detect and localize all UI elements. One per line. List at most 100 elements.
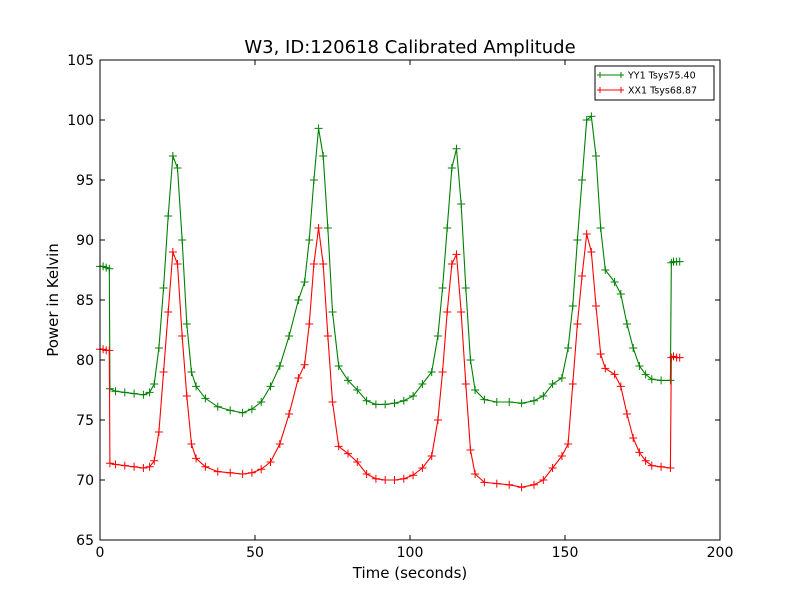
data-point [150, 380, 159, 388]
data-point [505, 398, 514, 406]
data-point [266, 458, 275, 466]
data-point [105, 346, 114, 355]
data-point [530, 480, 538, 489]
data-point [427, 452, 436, 460]
data-point [226, 406, 235, 415]
data-point [578, 176, 587, 184]
x-tick-label: 200 [707, 545, 734, 561]
data-point [647, 461, 656, 470]
data-point [647, 375, 656, 384]
data-point [145, 462, 154, 471]
data-point [517, 399, 526, 408]
data-point [666, 376, 675, 385]
data-point [178, 236, 187, 244]
data-point [294, 374, 303, 382]
data-point [159, 284, 168, 292]
data-point [635, 362, 644, 370]
data-point [568, 302, 577, 310]
data-point [587, 112, 596, 121]
data-point [666, 464, 675, 472]
data-point [105, 459, 114, 468]
data-point [213, 467, 222, 476]
chart-title: W3, ID:120618 Calibrated Amplitude [244, 37, 575, 58]
data-point [187, 440, 196, 448]
data-point [492, 398, 501, 406]
data-point [266, 382, 275, 391]
data-point [201, 462, 210, 471]
data-point [548, 464, 557, 472]
data-point [480, 478, 489, 487]
data-point [399, 396, 408, 405]
data-point [319, 152, 328, 160]
series-1 [96, 112, 684, 417]
data-point [657, 462, 666, 471]
data-point [582, 230, 591, 238]
data-point [362, 396, 371, 405]
data-point [285, 410, 294, 418]
data-point [564, 344, 573, 352]
data-point [319, 260, 328, 268]
data-point [344, 449, 352, 458]
data-point [120, 461, 129, 470]
data-point [309, 176, 318, 184]
y-tick-label: 85 [76, 293, 94, 309]
x-tick-label: 100 [397, 545, 424, 561]
data-point [328, 398, 337, 406]
legend-label: YY1 Tsys75.40 [627, 71, 696, 82]
data-point [641, 370, 650, 379]
data-point [564, 440, 573, 448]
data-point [305, 320, 314, 328]
data-point [173, 164, 182, 172]
data-point [238, 470, 247, 478]
data-point [409, 392, 418, 400]
data-point [452, 250, 461, 259]
data-point [433, 416, 442, 424]
data-point [353, 458, 362, 466]
legend-marker [618, 72, 624, 78]
data-point [399, 474, 408, 483]
data-point [294, 296, 303, 304]
data-point [433, 332, 442, 340]
data-point [314, 124, 323, 133]
y-tick-label: 95 [76, 173, 94, 189]
data-point [192, 454, 201, 463]
data-point [238, 408, 247, 417]
data-point [447, 260, 456, 268]
data-point [582, 116, 591, 124]
data-point [275, 440, 284, 448]
legend-marker [618, 87, 624, 93]
legend-label: XX1 Tsys68.87 [628, 86, 697, 97]
data-point [505, 480, 514, 489]
data-point [601, 266, 610, 274]
y-tick-label: 100 [67, 113, 94, 129]
legend-box [594, 65, 715, 101]
data-point [557, 374, 566, 382]
data-point [667, 258, 676, 267]
data-point [623, 320, 631, 328]
data-point [334, 362, 343, 370]
data-point [150, 456, 159, 465]
data-point [629, 344, 638, 352]
data-point [675, 353, 684, 362]
data-point [635, 448, 644, 457]
data-point [139, 464, 148, 472]
data-point [300, 278, 309, 286]
data-point [213, 402, 222, 411]
legend-marker [597, 87, 603, 93]
legend: YY1 Tsys75.40 XX1 Tsys68.87 [594, 65, 715, 101]
data-point [517, 483, 526, 492]
data-point [305, 236, 314, 244]
y-tick-label: 90 [76, 233, 94, 249]
y-tick-label: 70 [76, 473, 94, 489]
data-point [111, 460, 120, 469]
plot-frame [99, 59, 721, 541]
legend-entry: YY1 Tsys75.40 [597, 71, 696, 82]
data-point [452, 144, 461, 153]
x-tick-label: 50 [246, 545, 264, 561]
data-point [323, 332, 332, 340]
data-point [323, 224, 332, 232]
data-point [145, 388, 154, 397]
data-point [154, 428, 163, 436]
